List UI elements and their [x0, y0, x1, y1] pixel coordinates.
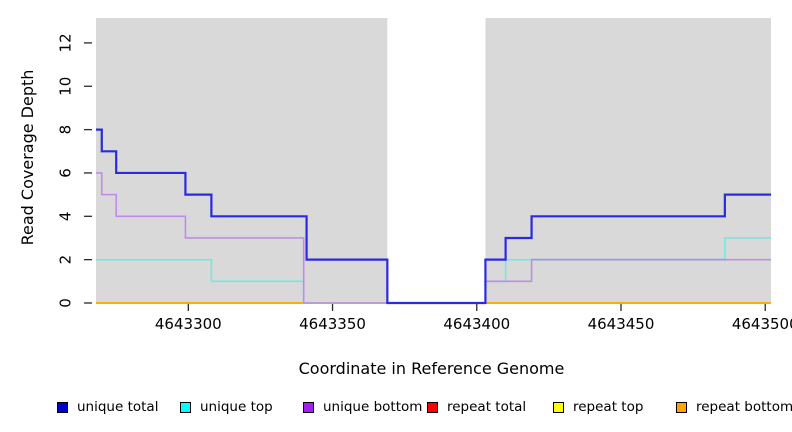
x-tick-label: 4643500 — [732, 315, 792, 333]
y-tick-label: 12 — [57, 33, 75, 52]
legend-swatch-icon — [57, 401, 68, 413]
y-tick-label: 2 — [57, 255, 75, 265]
legend-item-unique-bottom: unique bottom — [303, 398, 422, 416]
x-axis-title: Coordinate in Reference Genome — [299, 359, 565, 378]
legend-item-unique-top: unique top — [180, 398, 273, 416]
y-tick-label: 4 — [57, 212, 75, 222]
series-line-unique-bottom — [96, 172, 771, 304]
legend-item-repeat-bottom: repeat bottom — [676, 398, 792, 416]
x-tick-label: 4643450 — [588, 315, 655, 333]
legend-label: repeat bottom — [696, 399, 792, 415]
legend-label: unique total — [77, 399, 159, 415]
legend-item-repeat-top: repeat top — [553, 398, 643, 416]
zero-coverage-gap-band — [387, 18, 486, 303]
y-axis-title: Read Coverage Depth — [18, 70, 37, 246]
legend-item-repeat-total: repeat total — [427, 398, 526, 416]
legend-item-unique-total: unique total — [57, 398, 158, 416]
y-tick-label: 10 — [57, 77, 75, 96]
chart-legend: unique total unique top unique bottom repea… — [0, 398, 792, 420]
legend-swatch-icon — [676, 401, 687, 413]
legend-swatch-icon — [427, 401, 438, 413]
x-tick-label: 4643400 — [443, 315, 510, 333]
legend-label: unique bottom — [323, 399, 423, 415]
legend-label: repeat top — [573, 399, 644, 415]
y-tick-label: 6 — [57, 168, 75, 178]
legend-label: unique top — [200, 399, 273, 415]
x-tick-label: 4643350 — [299, 315, 366, 333]
series-line-unique-total — [96, 128, 771, 305]
legend-swatch-icon — [303, 401, 314, 413]
x-tick-label: 4643300 — [155, 315, 222, 333]
y-tick-label: 8 — [57, 125, 75, 135]
legend-label: repeat total — [447, 399, 527, 415]
legend-swatch-icon — [553, 401, 564, 413]
y-tick-label: 0 — [57, 298, 75, 308]
legend-swatch-icon — [180, 401, 191, 413]
